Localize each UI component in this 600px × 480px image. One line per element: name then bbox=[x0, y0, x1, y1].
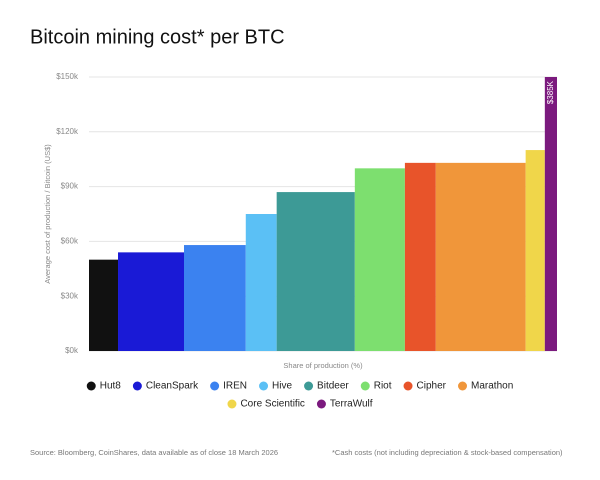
bar bbox=[435, 162, 526, 351]
bar bbox=[354, 168, 405, 351]
legend-label: CleanSpark bbox=[146, 381, 199, 392]
legend-label: Core Scientific bbox=[240, 399, 304, 410]
value-label: $385K bbox=[546, 80, 555, 104]
source: Source: Bloomberg, CoinShares, data avai… bbox=[30, 448, 278, 457]
chart-title: Bitcoin mining cost* per BTC bbox=[30, 26, 285, 48]
bar bbox=[404, 162, 436, 351]
legend-label: TerraWulf bbox=[330, 399, 373, 410]
y-tick-label: $120k bbox=[56, 127, 79, 136]
legend-label: Bitdeer bbox=[317, 381, 349, 392]
bar bbox=[544, 77, 557, 351]
legend-row: Hut8 CleanSpark IREN Hive Bitdeer Riot Cipher M… bbox=[86, 381, 513, 392]
y-tick-label: $0k bbox=[65, 346, 79, 355]
y-tick-label: $90k bbox=[61, 182, 79, 191]
legend-label: Hive bbox=[272, 381, 292, 392]
bar bbox=[184, 245, 246, 351]
legend-swatch bbox=[360, 381, 370, 391]
legend-swatch bbox=[316, 399, 326, 409]
legend-row: Core Scientific TerraWulf bbox=[227, 399, 373, 410]
legend-swatch bbox=[210, 381, 220, 391]
legend-label: Hut8 bbox=[100, 381, 122, 392]
legend-swatch bbox=[259, 381, 269, 391]
legend-swatch bbox=[86, 381, 96, 391]
y-tick-label: $150k bbox=[56, 72, 79, 81]
legend-swatch bbox=[403, 381, 413, 391]
y-axis-label: Average cost of production / Bitcoin (US… bbox=[43, 144, 52, 284]
legend-swatch bbox=[458, 381, 468, 391]
legend-label: IREN bbox=[223, 381, 247, 392]
bar bbox=[525, 150, 545, 351]
y-tick-label: $30k bbox=[61, 291, 79, 300]
legend-label: Riot bbox=[374, 381, 392, 392]
bar bbox=[276, 192, 355, 351]
legend-swatch bbox=[132, 381, 142, 391]
bar bbox=[89, 259, 119, 351]
y-tick-label: $60k bbox=[61, 237, 79, 246]
footnote: *Cash costs (not including depreciation … bbox=[332, 448, 563, 457]
bar bbox=[118, 252, 185, 351]
legend-label: Marathon bbox=[471, 381, 513, 392]
x-axis-label: Share of production (%) bbox=[283, 361, 363, 370]
bar bbox=[245, 214, 277, 351]
legend-swatch bbox=[227, 399, 237, 409]
legend-swatch bbox=[304, 381, 314, 391]
legend-label: Cipher bbox=[417, 381, 447, 392]
